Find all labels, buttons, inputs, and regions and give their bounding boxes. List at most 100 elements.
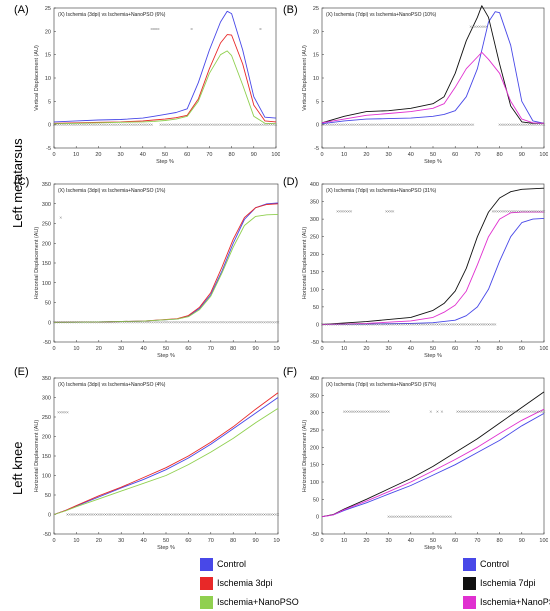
significance-marker-bottom [529,123,532,126]
significance-marker-top [66,411,69,414]
significance-marker-top [64,411,67,414]
y-tick-label: 200 [310,445,319,451]
significance-marker-bottom [363,323,366,326]
significance-marker-bottom [414,323,417,326]
significance-marker-bottom [159,123,162,126]
significance-marker-bottom [81,123,85,126]
significance-marker-bottom [252,123,255,126]
significance-marker-bottom [64,321,67,324]
significance-marker-bottom [274,321,277,324]
significance-marker-top [347,210,350,213]
significance-marker-bottom [81,513,85,516]
x-tick-label: 70 [208,346,214,352]
significance-marker-bottom [140,513,143,516]
significance-marker-top [494,210,497,213]
significance-marker-bottom [507,123,510,126]
significance-marker-bottom [187,513,190,516]
x-tick-label: 30 [386,538,392,544]
significance-marker-bottom [258,321,262,324]
significance-marker-bottom [429,123,432,126]
significance-marker-bottom [380,123,384,126]
significance-marker-bottom [70,321,74,324]
x-tick-label: 20 [363,346,369,352]
significance-marker-top [505,410,508,413]
significance-marker-bottom [385,123,388,126]
significance-marker-bottom [276,513,280,516]
significance-marker-top [378,410,381,413]
significance-marker-bottom [489,323,492,326]
significance-marker-bottom [418,323,421,326]
panel-letter-d: (D) [283,176,299,188]
significance-marker-bottom [241,513,244,516]
significance-marker-bottom [117,513,121,516]
significance-marker-bottom [460,123,464,126]
significance-marker-bottom [180,513,183,516]
significance-marker-bottom [149,513,152,516]
significance-marker-bottom [407,123,410,126]
significance-marker-bottom [236,513,239,516]
x-tick-label: 80 [230,346,236,352]
significance-marker-bottom [209,513,212,516]
significance-marker-bottom [387,123,390,126]
significance-marker-bottom [431,515,435,518]
significance-marker-bottom [95,123,98,126]
x-axis-label: Step % [424,159,442,165]
significance-marker-top [516,410,519,413]
y-tick-label: 15 [313,53,319,59]
significance-marker-top [529,410,532,413]
significance-marker-bottom [227,321,230,324]
significance-marker-top [482,25,486,28]
significance-marker-bottom [61,123,65,126]
significance-marker-bottom [205,321,208,324]
significance-marker-top [385,410,388,413]
legend-label: Ischemia 3dpi [217,578,273,588]
significance-marker-bottom [451,123,455,126]
significance-marker-bottom [182,513,186,516]
significance-marker-bottom [232,123,235,126]
legend-swatch [200,577,213,590]
significance-marker-top [536,410,539,413]
x-tick-label: 70 [474,538,480,544]
significance-marker-bottom [57,321,60,324]
x-tick-label: 20 [363,538,369,544]
significance-marker-bottom [108,513,112,516]
y-tick-label: 25 [45,6,51,12]
panel-letter-b: (B) [283,4,298,16]
significance-marker-bottom [245,321,248,324]
x-tick-label: 80 [229,152,235,158]
significance-marker-top [542,410,546,413]
y-tick-label: 0 [48,513,51,519]
significance-marker-bottom [126,123,129,126]
panel-letter-f: (F) [283,366,298,378]
significance-marker-bottom [189,321,192,324]
significance-marker-bottom [68,513,71,516]
significance-marker-bottom [104,321,107,324]
significance-marker-bottom [320,323,324,326]
significance-marker-bottom [438,323,441,326]
significance-marker-bottom [471,123,475,126]
significance-marker-top [356,410,359,413]
series-line [321,408,545,518]
significance-marker-top [480,410,483,413]
significance-marker-bottom [460,323,464,326]
significance-marker-bottom [474,323,477,326]
significance-marker-bottom [336,323,339,326]
significance-marker-bottom [491,323,495,326]
significance-marker-bottom [374,323,377,326]
legend-swatch [463,558,476,571]
significance-marker-bottom [123,123,127,126]
y-tick-label: 0 [316,515,319,521]
significance-marker-bottom [86,513,89,516]
significance-marker-bottom [146,321,150,324]
significance-marker-bottom [206,123,209,126]
significance-marker-top [489,410,492,413]
x-tick-label: 10 [73,152,79,158]
y-tick-label: 350 [42,182,51,188]
significance-marker-bottom [158,513,161,516]
significance-marker-bottom [111,513,114,516]
significance-marker-bottom [129,513,132,516]
significance-marker-bottom [249,513,253,516]
significance-marker-bottom [533,123,537,126]
significance-marker-bottom [356,123,359,126]
significance-marker-bottom [90,123,93,126]
